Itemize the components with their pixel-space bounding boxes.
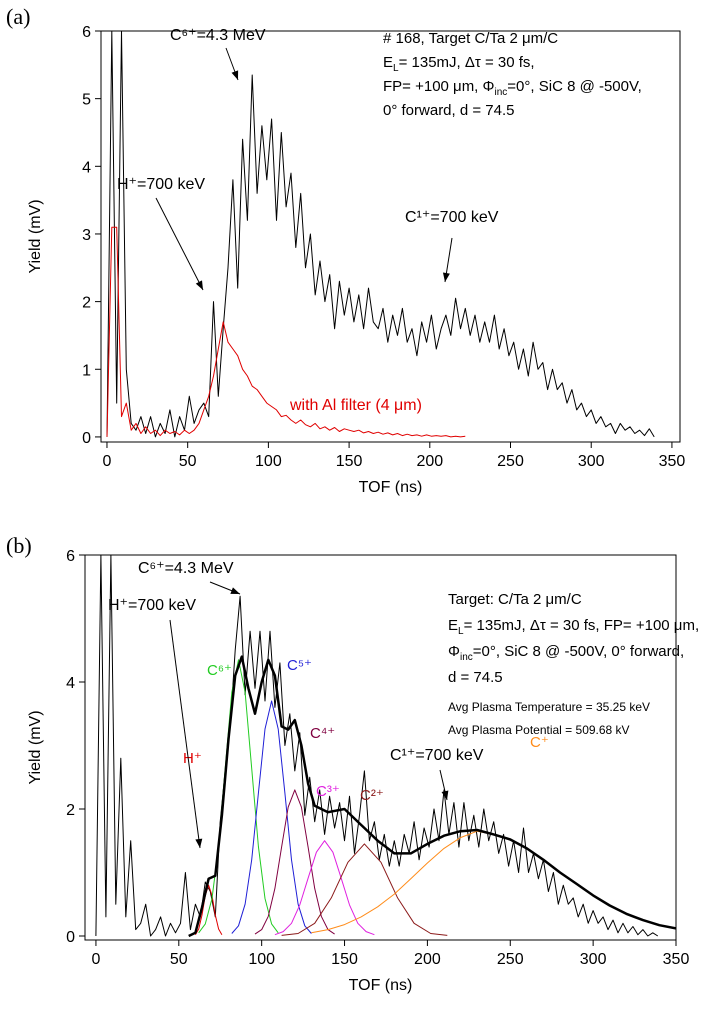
x-tick-label: 250 bbox=[497, 951, 524, 968]
info-text: d = 74.5 bbox=[448, 669, 503, 686]
info-line: EL= 135mJ, Δτ = 30 fs, FP= +100 μm, bbox=[448, 617, 699, 637]
panel-label: (a) bbox=[6, 4, 30, 29]
series-line bbox=[274, 840, 375, 936]
info-line: # 168, Target C/Ta 2 μm/C bbox=[383, 30, 558, 47]
subscript: L bbox=[458, 626, 464, 637]
x-tick-label: 100 bbox=[255, 453, 282, 470]
x-tick-label: 350 bbox=[659, 453, 686, 470]
annotation: H⁺=700 keV bbox=[117, 176, 205, 193]
info-line: Φinc=0°, SiC 8 @ -500V, 0° forward, bbox=[448, 643, 684, 663]
y-tick-label: 1 bbox=[82, 362, 91, 379]
info-text: Avg Plasma Potential = 509.68 kV bbox=[448, 723, 630, 737]
panel-label: (b) bbox=[6, 533, 32, 558]
annotation: C¹⁺=700 keV bbox=[405, 209, 499, 226]
info-text: =0°, SiC 8 @ -500V, 0° forward, bbox=[473, 643, 684, 660]
x-tick-label: 200 bbox=[414, 951, 441, 968]
info-text: Avg Plasma Temperature = 35.25 keV bbox=[448, 700, 650, 714]
series-label: C⁺ bbox=[530, 734, 549, 751]
annotation: H⁺=700 keV bbox=[108, 597, 196, 614]
info-line: 0° forward, d = 74.5 bbox=[383, 102, 515, 119]
series-label: C⁵⁺ bbox=[287, 657, 312, 674]
subscript: inc bbox=[460, 652, 473, 663]
y-tick-label: 0 bbox=[82, 430, 91, 447]
series-line bbox=[231, 700, 312, 934]
plot-frame bbox=[100, 30, 681, 443]
x-tick-label: 50 bbox=[179, 453, 197, 470]
series-label: C²⁺ bbox=[360, 787, 384, 804]
y-axis-label: Yield (mV) bbox=[27, 710, 44, 784]
series-line bbox=[254, 789, 335, 935]
info-text: FP= +100 μm, Φ bbox=[383, 78, 495, 95]
subscript: inc bbox=[495, 87, 508, 98]
y-tick-label: 4 bbox=[66, 675, 75, 692]
series-line bbox=[106, 226, 466, 438]
y-tick-label: 4 bbox=[82, 159, 91, 176]
info-text: E bbox=[383, 54, 393, 71]
info-text: Φ bbox=[448, 643, 460, 660]
subscript: L bbox=[393, 63, 399, 74]
y-tick-label: 3 bbox=[82, 227, 91, 244]
series-label: C⁶⁺ bbox=[207, 662, 232, 679]
info-line: EL= 135mJ, Δτ = 30 fs, bbox=[383, 54, 535, 74]
x-tick-label: 200 bbox=[416, 453, 443, 470]
series-line bbox=[188, 655, 676, 938]
arrow-head bbox=[230, 587, 240, 594]
series-line bbox=[198, 659, 279, 934]
x-tick-label: 250 bbox=[497, 453, 524, 470]
series-label: C⁴⁺ bbox=[310, 725, 335, 742]
x-tick-label: 100 bbox=[248, 951, 275, 968]
plot-frame bbox=[84, 554, 677, 941]
series-label: C³⁺ bbox=[316, 783, 340, 800]
x-tick-label: 150 bbox=[331, 951, 358, 968]
arrow-head bbox=[231, 70, 239, 80]
x-tick-label: 0 bbox=[103, 453, 112, 470]
y-tick-label: 5 bbox=[82, 92, 91, 109]
x-tick-label: 50 bbox=[170, 951, 188, 968]
series-line bbox=[281, 843, 448, 936]
x-tick-label: 300 bbox=[578, 453, 605, 470]
info-line: d = 74.5 bbox=[448, 669, 503, 686]
panel: (a) 0 50 100 150 200 250 300 350 0 1 2 3 4 5 6 TOF (ns) Y… bbox=[6, 4, 685, 496]
arrow-head bbox=[195, 838, 203, 848]
annotation: C¹⁺=700 keV bbox=[390, 747, 484, 764]
y-axis-label: Yield (mV) bbox=[27, 199, 44, 273]
info-text: E bbox=[448, 617, 458, 634]
info-line: Avg Plasma Potential = 509.68 kV bbox=[448, 723, 630, 737]
annotation: C⁶⁺=4.3 MeV bbox=[170, 27, 266, 44]
info-text: = 135mJ, Δτ = 30 fs, bbox=[399, 54, 535, 71]
y-tick-label: 2 bbox=[66, 802, 75, 819]
x-tick-label: 300 bbox=[580, 951, 607, 968]
arrow-head bbox=[195, 280, 203, 290]
info-text: =0°, SiC 8 @ -500V, bbox=[507, 78, 642, 95]
info-text: # 168, Target C/Ta 2 μm/C bbox=[383, 30, 558, 47]
panel: (b) 0 50 100 150 200 250 300 350 0 2 4 6 TOF (ns) Yiel… bbox=[6, 533, 699, 994]
info-line: FP= +100 μm, Φinc=0°, SiC 8 @ -500V, bbox=[383, 78, 642, 98]
annotation-arrow bbox=[155, 197, 204, 291]
y-tick-label: 2 bbox=[82, 295, 91, 312]
info-text: = 135mJ, Δτ = 30 fs, FP= +100 μm, bbox=[464, 617, 700, 634]
y-tick-label: 6 bbox=[82, 24, 91, 41]
info-text: 0° forward, d = 74.5 bbox=[383, 102, 515, 119]
info-text: Target: C/Ta 2 μm/C bbox=[448, 591, 582, 608]
series-line bbox=[194, 884, 223, 935]
x-axis-label: TOF (ns) bbox=[349, 977, 413, 994]
series-line bbox=[106, 30, 655, 438]
info-line: Target: C/Ta 2 μm/C bbox=[448, 591, 582, 608]
annotation: C⁶⁺=4.3 MeV bbox=[138, 560, 234, 577]
info-line: Avg Plasma Temperature = 35.25 keV bbox=[448, 700, 650, 714]
arrow-head bbox=[442, 272, 450, 282]
y-tick-label: 0 bbox=[66, 929, 75, 946]
annotation-arrow bbox=[169, 619, 201, 849]
arrow-head bbox=[441, 790, 449, 800]
x-axis-label: TOF (ns) bbox=[359, 479, 423, 496]
x-tick-label: 350 bbox=[663, 951, 690, 968]
y-tick-label: 6 bbox=[66, 548, 75, 565]
series-label: H⁺ bbox=[183, 750, 202, 767]
series-label: with Al filter (4 μm) bbox=[289, 397, 422, 414]
x-tick-label: 0 bbox=[91, 951, 100, 968]
x-tick-label: 150 bbox=[336, 453, 363, 470]
